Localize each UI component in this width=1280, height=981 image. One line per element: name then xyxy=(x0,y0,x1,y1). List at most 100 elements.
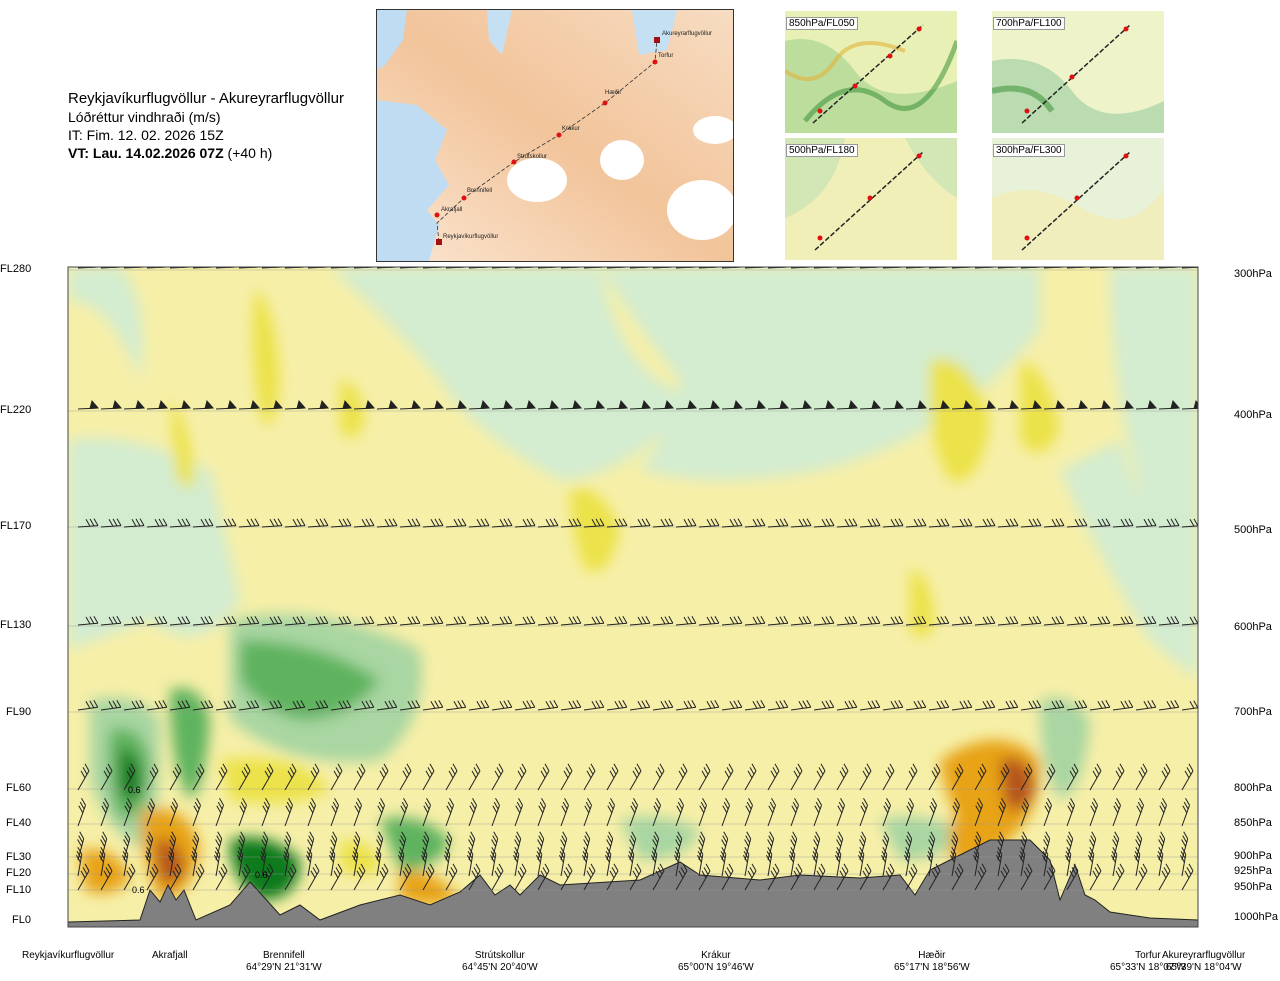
wind-barb-feather xyxy=(890,518,896,527)
wind-barb-feather xyxy=(289,767,295,775)
wind-barb-feather xyxy=(1124,616,1130,624)
wind-barb-feather xyxy=(769,831,775,839)
wind-barb-feather xyxy=(618,700,624,709)
wind-barb-flag xyxy=(526,267,537,269)
wind-barb-feather xyxy=(388,518,394,527)
wind-barb-feather xyxy=(791,805,797,814)
wind-barb-feather xyxy=(112,700,118,709)
wind-barb-feather xyxy=(1186,867,1192,875)
wind-barb-feather xyxy=(1119,763,1125,772)
wind-barb-feather xyxy=(1181,839,1187,847)
wind-barb-feather xyxy=(1188,763,1194,772)
map-label: Akureyrarflugvöllur xyxy=(662,31,712,37)
wind-barb-staff xyxy=(859,706,880,711)
wind-barb-feather xyxy=(434,518,440,527)
wind-barb-feather xyxy=(1180,851,1186,859)
wind-barb-feather xyxy=(843,863,849,872)
wind-barb-feather xyxy=(668,518,674,526)
wind-barb-feather xyxy=(654,801,660,810)
mini-map-700-svg xyxy=(992,11,1164,133)
wind-barb-feather xyxy=(401,801,407,810)
wind-barb-feather xyxy=(427,867,433,875)
wind-barb-feather xyxy=(1025,767,1031,775)
wind-barb-feather xyxy=(204,700,210,709)
wind-barb-flag xyxy=(848,399,859,410)
wind-barb-feather xyxy=(779,616,785,624)
wind-barb-feather xyxy=(215,839,221,847)
wind-barb-staff xyxy=(100,622,121,626)
wind-barb-feather xyxy=(599,616,605,624)
station-name: Akureyrarflugvöllur xyxy=(1162,950,1246,961)
wind-barb-flag xyxy=(986,267,997,269)
wind-barb-feather xyxy=(425,870,431,879)
wind-barb-feather xyxy=(492,805,498,814)
wind-barb-flag xyxy=(664,399,675,410)
lead-time: (+40 h) xyxy=(227,145,273,161)
wind-barb-feather xyxy=(1112,847,1118,855)
wind-barb-feather xyxy=(283,851,289,859)
wind-barb-staff xyxy=(1043,525,1065,528)
wind-barb-staff xyxy=(514,525,536,528)
wind-barb-feather xyxy=(319,616,325,624)
wind-barb-feather xyxy=(1070,798,1075,806)
wind-barb-feather xyxy=(1066,847,1072,855)
wind-barb-feather xyxy=(539,801,545,810)
wind-barb-feather xyxy=(630,835,636,843)
wind-barb-feather xyxy=(1021,835,1027,843)
wind-barb-feather xyxy=(231,699,237,708)
mini-map-label: 850hPa/FL050 xyxy=(786,17,858,30)
wind-barb-feather xyxy=(926,854,932,863)
wind-barb-flag xyxy=(181,399,192,410)
wind-barb-feather xyxy=(1159,835,1165,843)
wind-barb-feather xyxy=(177,616,183,625)
wind-barb-staff xyxy=(721,525,743,528)
wind-barb-flag xyxy=(618,267,629,269)
wind-barb-feather xyxy=(338,616,344,625)
wind-barb-feather xyxy=(146,847,152,855)
wind-barb-feather xyxy=(1046,870,1052,879)
wind-barb-feather xyxy=(885,870,891,879)
wind-barb-feather xyxy=(733,700,739,709)
wind-barb-staff xyxy=(974,525,996,528)
wind-barb-feather xyxy=(80,870,86,879)
glacier-1 xyxy=(507,158,567,202)
wind-barb-staff xyxy=(1158,622,1179,626)
wind-barb-flag xyxy=(756,399,767,410)
wind-barb-feather xyxy=(921,518,927,526)
wind-barb-feather xyxy=(691,518,697,526)
wind-barb-feather xyxy=(461,699,467,708)
wind-barb-feather xyxy=(383,763,389,772)
wind-barb-staff xyxy=(192,622,213,626)
wind-barb-feather xyxy=(262,805,268,814)
wind-barb-flag xyxy=(871,267,882,269)
wind-barb-feather xyxy=(921,616,927,624)
wind-barb-feather xyxy=(545,518,551,527)
wind-barb-feather xyxy=(744,847,750,855)
wind-barb-feather xyxy=(401,831,407,839)
wind-barb-feather xyxy=(288,798,293,806)
wind-barb-flag xyxy=(112,399,123,410)
wind-barb-feather xyxy=(817,798,822,806)
wind-barb-feather xyxy=(429,763,435,772)
wind-barb-flag xyxy=(1009,267,1020,269)
wind-barb-feather xyxy=(1004,763,1010,772)
annotation-label: 0.6 xyxy=(128,785,141,795)
wind-barb-feather xyxy=(949,854,955,863)
wind-barb-feather xyxy=(749,767,755,775)
wind-barb-feather xyxy=(197,767,203,775)
wind-barb-feather xyxy=(722,835,728,843)
wind-barb-feather xyxy=(1048,867,1054,875)
wind-barb-feather xyxy=(516,831,522,839)
wind-barb-feather xyxy=(680,767,686,775)
wind-barb-feather xyxy=(613,763,619,772)
wind-barb-feather xyxy=(1120,518,1126,527)
wind-barb-flag xyxy=(687,267,698,269)
wind-barb-staff xyxy=(1089,622,1110,626)
wind-barb-feather xyxy=(250,616,256,624)
wind-barb-feather xyxy=(843,763,849,772)
wind-barb-feather xyxy=(1105,518,1111,526)
wind-barb-feather xyxy=(1078,616,1084,624)
wind-barb-feather xyxy=(491,839,497,847)
wind-barb-feather xyxy=(383,863,389,872)
wind-barb-feather xyxy=(674,851,680,859)
